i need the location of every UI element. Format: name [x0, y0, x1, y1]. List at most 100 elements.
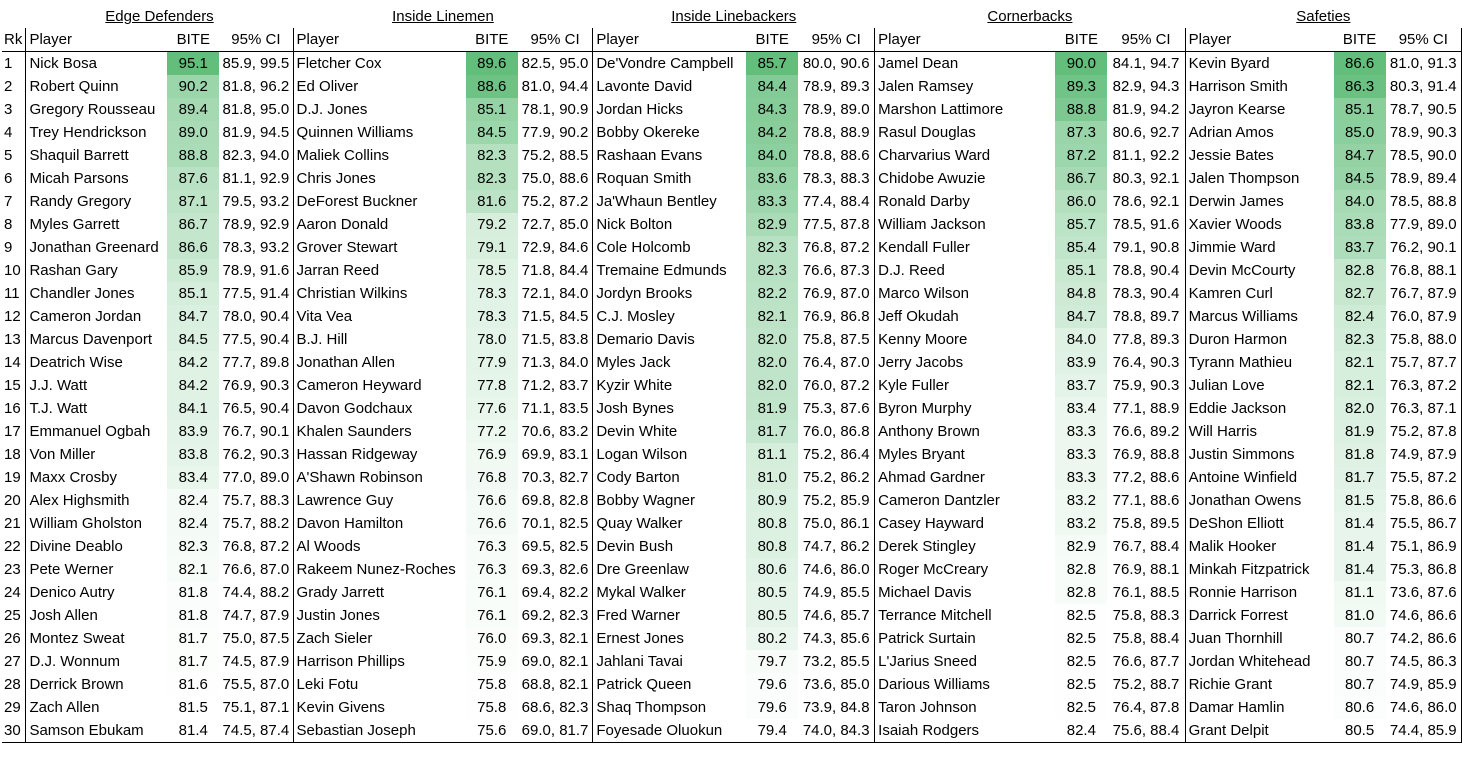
ci-cell: 71.8, 84.4 — [521, 262, 589, 279]
player-cell: DeForest Buckner — [292, 190, 466, 213]
player-cell: Damar Hamlin — [1184, 696, 1334, 719]
bite-cell: 84.7 — [1055, 305, 1108, 328]
bite-cell: 77.2 — [465, 420, 518, 443]
bite-cell: 87.1 — [167, 190, 220, 213]
bite-cell: 83.3 — [1055, 443, 1108, 466]
bite-cell: 86.6 — [167, 236, 220, 259]
bite-cell: 89.0 — [167, 121, 220, 144]
bite-cell: 81.9 — [746, 397, 799, 420]
player-cell: Jonathan Owens — [1184, 489, 1334, 512]
player-cell: Micah Parsons — [25, 167, 168, 190]
bite-cell: 76.8 — [465, 466, 518, 489]
bite-cell: 83.9 — [167, 420, 220, 443]
player-cell: L'Jarius Sneed — [874, 650, 1056, 673]
bite-cell: 86.3 — [1333, 75, 1386, 98]
bite-cell: 81.8 — [167, 604, 220, 627]
player-cell: Roger McCreary — [874, 558, 1056, 581]
table-row: 8 Myles Garrett 86.7 78.9, 92.9 Aaron Donald… — [2, 213, 1462, 236]
bite-cell: 80.5 — [746, 581, 799, 604]
ci-cell: 70.6, 83.2 — [521, 423, 589, 440]
ci-cell: 81.8, 96.2 — [222, 78, 290, 95]
bite-cell: 83.2 — [1055, 489, 1108, 512]
bite-cell: 82.3 — [465, 144, 518, 167]
bite-cell: 79.2 — [465, 213, 518, 236]
player-cell: Myles Garrett — [25, 213, 168, 236]
player-cell: Dre Greenlaw — [592, 558, 747, 581]
player-cell: Nick Bolton — [592, 213, 747, 236]
bite-cell: 81.1 — [746, 443, 799, 466]
rank-cell: 12 — [4, 308, 21, 325]
ci-cell: 76.4, 87.0 — [802, 354, 870, 371]
ci-cell: 80.6, 92.7 — [1112, 124, 1180, 141]
ci-cell: 76.9, 88.1 — [1112, 561, 1180, 578]
rank-cell: 18 — [4, 446, 21, 463]
player-cell: Taron Johnson — [874, 696, 1056, 719]
ci-cell: 75.1, 86.9 — [1385, 535, 1462, 558]
ci-cell: 75.0, 87.5 — [222, 630, 290, 647]
player-cell: Myles Jack — [592, 351, 747, 374]
corner-cell — [2, 5, 26, 28]
player-cell: Jordan Whitehead — [1184, 650, 1334, 673]
bite-cell: 89.6 — [465, 51, 518, 75]
rank-cell: 23 — [4, 561, 21, 578]
player-cell: Chris Jones — [292, 167, 466, 190]
rank-cell: 20 — [4, 492, 21, 509]
player-cell: Jahlani Tavai — [592, 650, 747, 673]
table-row: 3 Gregory Rousseau 89.4 81.8, 95.0 D.J. Jone… — [2, 98, 1462, 121]
bite-cell: 81.5 — [1333, 489, 1386, 512]
bite-cell: 82.1 — [1333, 351, 1386, 374]
bite-cell: 76.6 — [465, 512, 518, 535]
bite-cell: 85.7 — [1055, 213, 1108, 236]
player-cell: J.J. Watt — [25, 374, 168, 397]
table-row: 15 J.J. Watt 84.2 76.9, 90.3 Cameron Heyward… — [2, 374, 1462, 397]
group-title: Inside Linemen — [392, 8, 494, 25]
player-cell: Nick Bosa — [25, 51, 168, 75]
bite-cell: 83.2 — [1055, 512, 1108, 535]
ci-cell: 73.9, 84.8 — [802, 699, 870, 716]
player-cell: Jerry Jacobs — [874, 351, 1056, 374]
table-row: 10 Rashan Gary 85.9 78.9, 91.6 Jarran Reed 78… — [2, 259, 1462, 282]
bite-cell: 83.3 — [1055, 466, 1108, 489]
bite-cell: 79.7 — [746, 650, 799, 673]
player-cell: Marcus Williams — [1184, 305, 1334, 328]
bite-cell: 82.4 — [167, 512, 220, 535]
table-row: 28 Derrick Brown 81.6 75.5, 87.0 Leki Fotu 75… — [2, 673, 1462, 696]
player-cell: Marco Wilson — [874, 282, 1056, 305]
player-cell: Maxx Crosby — [25, 466, 168, 489]
ci-cell: 77.7, 89.8 — [222, 354, 290, 371]
player-cell: Devin White — [592, 420, 747, 443]
ci-cell: 81.0, 94.4 — [521, 78, 589, 95]
bite-cell: 86.7 — [167, 213, 220, 236]
player-cell: Grant Delpit — [1184, 719, 1334, 743]
ci-cell: 75.3, 87.6 — [802, 400, 870, 417]
bite-cell: 79.6 — [746, 673, 799, 696]
ci-cell: 76.9, 88.8 — [1112, 446, 1180, 463]
ci-cell: 75.9, 90.3 — [1112, 377, 1180, 394]
ci-cell: 76.3, 87.1 — [1385, 397, 1462, 420]
player-cell: Grady Jarrett — [292, 581, 466, 604]
bite-cell: 83.3 — [1055, 420, 1108, 443]
bite-cell: 76.3 — [465, 558, 518, 581]
bite-cell: 90.0 — [1055, 51, 1108, 75]
ci-header: 95% CI — [1107, 28, 1186, 52]
bite-cell: 85.9 — [167, 259, 220, 282]
player-cell: T.J. Watt — [25, 397, 168, 420]
player-cell: D.J. Jones — [292, 98, 466, 121]
bite-cell: 75.8 — [465, 696, 518, 719]
player-cell: Gregory Rousseau — [25, 98, 168, 121]
player-cell: Alex Highsmith — [25, 489, 168, 512]
group-title-row: Edge Defenders Inside Linemen Inside Lineb… — [2, 5, 1462, 28]
bite-cell: 82.8 — [1333, 259, 1386, 282]
ci-cell: 77.2, 88.6 — [1112, 469, 1180, 486]
bite-cell: 82.9 — [746, 213, 799, 236]
table-row: 14 Deatrich Wise 84.2 77.7, 89.8 Jonathan Al… — [2, 351, 1462, 374]
bite-cell: 80.2 — [746, 627, 799, 650]
bite-cell: 80.8 — [746, 512, 799, 535]
ci-cell: 71.2, 83.7 — [521, 377, 589, 394]
bite-cell: 82.5 — [1055, 604, 1108, 627]
table-row: 26 Montez Sweat 81.7 75.0, 87.5 Zach Sieler 7… — [2, 627, 1462, 650]
rank-cell: 6 — [4, 170, 13, 187]
ci-cell: 75.7, 88.3 — [222, 492, 290, 509]
bite-header: BITE — [1333, 28, 1386, 52]
bite-cell: 82.9 — [1055, 535, 1108, 558]
